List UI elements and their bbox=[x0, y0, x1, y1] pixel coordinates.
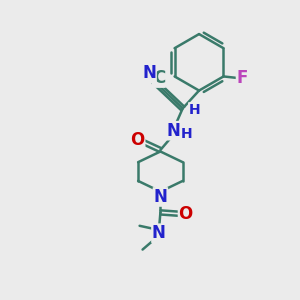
Text: N: N bbox=[167, 122, 181, 140]
Text: N: N bbox=[152, 224, 166, 242]
Text: N: N bbox=[154, 188, 167, 206]
Text: N: N bbox=[142, 64, 156, 82]
Text: C: C bbox=[153, 69, 165, 87]
Text: H: H bbox=[189, 103, 200, 117]
Text: H: H bbox=[180, 127, 192, 141]
Text: O: O bbox=[130, 130, 145, 148]
Text: F: F bbox=[236, 69, 248, 87]
Text: O: O bbox=[178, 205, 193, 223]
